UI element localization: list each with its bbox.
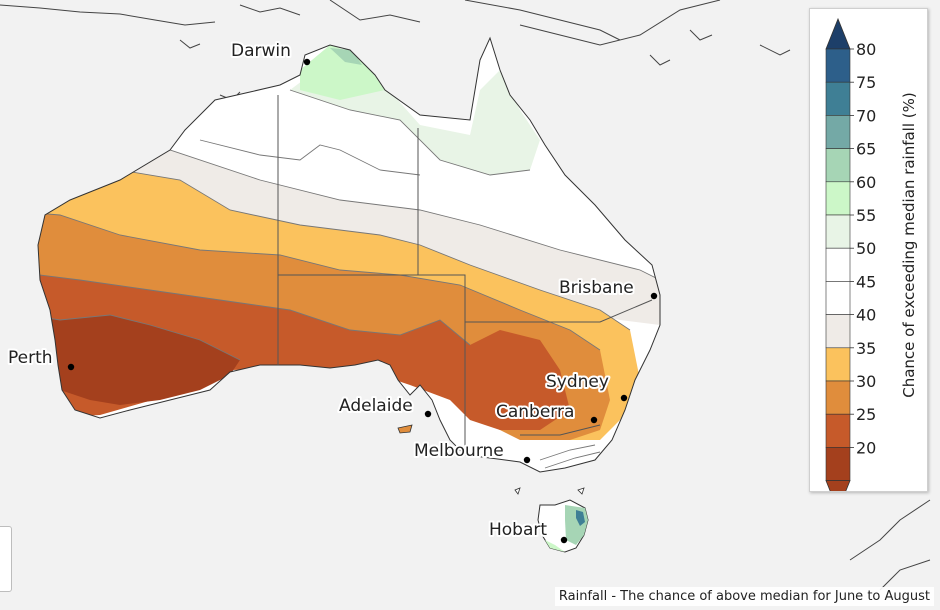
city-label-melbourne: Melbourne xyxy=(414,441,504,461)
band-darwin xyxy=(300,45,385,100)
city-darwin[interactable]: Darwin xyxy=(229,39,311,66)
mainland-coastline xyxy=(37,36,661,473)
legend-band-10 xyxy=(825,380,851,415)
legend-band-8 xyxy=(825,314,851,349)
legend-arrow-bottom xyxy=(825,480,851,512)
city-label-adelaide: Adelaide xyxy=(339,396,413,416)
city-hobart[interactable]: Hobart xyxy=(487,518,568,544)
legend-band-1 xyxy=(825,81,851,116)
legend-panel: 80 75 70 65 60 55 50 45 40 35 30 25 20 xyxy=(809,8,928,512)
city-label-brisbane: Brisbane xyxy=(559,278,634,298)
tasmania xyxy=(397,424,589,553)
legend-band-2 xyxy=(825,115,851,149)
city-label-sydney: Sydney xyxy=(546,372,609,392)
city-perth[interactable]: Perth xyxy=(6,346,75,371)
city-sydney[interactable]: Sydney xyxy=(544,370,628,402)
legend-title: Chance of exceeding median rainfall (%) xyxy=(900,92,918,398)
legend-tick-label: 75 xyxy=(856,73,876,92)
legend-tick-label: 50 xyxy=(856,239,876,258)
legend-tick-label: 60 xyxy=(856,173,876,192)
city-canberra[interactable]: Canberra xyxy=(494,400,598,424)
legend-band-7 xyxy=(825,281,851,315)
legend-arrow-top xyxy=(825,17,851,50)
legend-tick-label: 25 xyxy=(856,405,876,424)
legend-tick-label: 70 xyxy=(856,106,876,125)
legend-tick-label: 55 xyxy=(856,206,876,225)
city-label-canberra: Canberra xyxy=(496,402,574,422)
city-brisbane[interactable]: Brisbane xyxy=(557,276,658,300)
legend-band-11 xyxy=(825,413,851,448)
legend-tick-label: 45 xyxy=(856,272,876,291)
city-label-darwin: Darwin xyxy=(231,41,291,61)
legend-band-9 xyxy=(825,347,851,382)
legend-band-4 xyxy=(825,181,851,216)
city-melbourne[interactable]: Melbourne xyxy=(412,439,531,464)
legend-tick-label: 40 xyxy=(856,306,876,325)
state-borders xyxy=(277,95,653,455)
legend-tick-label: 20 xyxy=(856,438,876,457)
legend-band-0 xyxy=(825,48,851,83)
legend-title-wrap: Chance of exceeding median rainfall (%) xyxy=(898,40,920,450)
map-caption: Rainfall - The chance of above median fo… xyxy=(554,587,934,606)
band-top-end-deep xyxy=(330,48,362,65)
city-adelaide[interactable]: Adelaide xyxy=(337,394,432,418)
legend-tick-label: 30 xyxy=(856,372,876,391)
cities: Darwin Brisbane Perth Sydney Adelaide Ca… xyxy=(6,39,658,544)
legend-colorbar: 80 75 70 65 60 55 50 45 40 35 30 25 20 xyxy=(825,17,876,512)
legend-band-3 xyxy=(825,148,851,183)
map-side-control[interactable] xyxy=(0,526,12,592)
city-label-hobart: Hobart xyxy=(489,520,547,540)
legend-band-12 xyxy=(825,447,851,481)
legend-band-5 xyxy=(825,214,851,249)
legend-band-6 xyxy=(825,247,851,282)
legend-tick-label: 65 xyxy=(856,140,876,159)
city-label-perth: Perth xyxy=(8,348,53,368)
legend-tick-label: 35 xyxy=(856,339,876,358)
legend-tick-label: 80 xyxy=(856,40,876,59)
